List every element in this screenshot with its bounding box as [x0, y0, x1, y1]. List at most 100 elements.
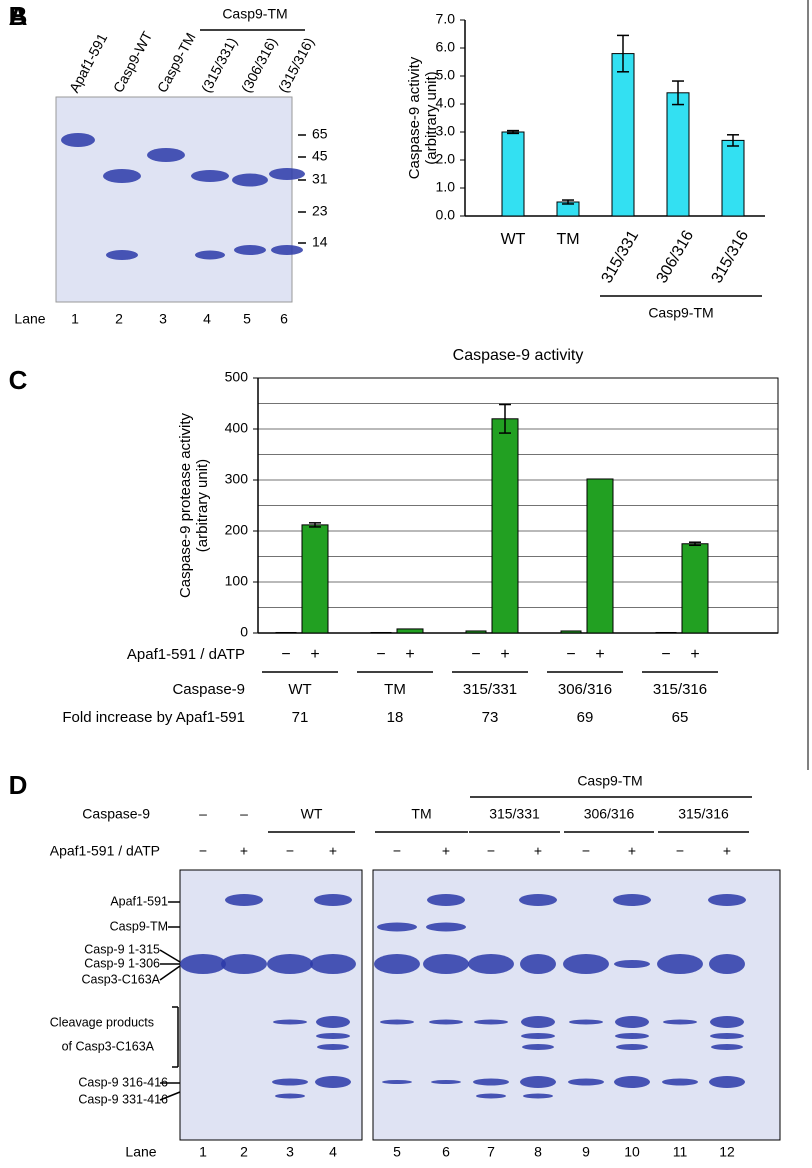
lane-number: 1	[71, 311, 79, 327]
fold-increase: 18	[387, 709, 404, 726]
band-label: Casp-9 1-306	[84, 956, 160, 970]
band-label: Casp9-TM	[110, 919, 168, 933]
legend-label: −	[661, 646, 670, 663]
y-tick-label: 1.0	[436, 179, 456, 195]
apaf: −	[199, 843, 207, 859]
apaf: +	[329, 843, 337, 859]
band	[191, 170, 229, 182]
panel-label: B	[9, 1, 28, 31]
band	[563, 954, 609, 974]
rule	[159, 949, 181, 963]
lane-header: (315/316)	[275, 35, 317, 95]
band	[474, 1019, 508, 1025]
lane-number: 7	[487, 1144, 495, 1160]
bar	[301, 524, 329, 634]
lane-title: Lane	[14, 311, 45, 327]
y-axis-label: (arbitrary unit)	[423, 71, 440, 164]
x-tick-label: 315/316	[708, 228, 752, 287]
y-tick-label: 400	[225, 420, 249, 436]
row-label: Caspase-9	[172, 681, 245, 698]
legend-label: −	[471, 646, 480, 663]
band	[615, 1016, 649, 1028]
band	[431, 1080, 461, 1084]
marker: 23	[312, 203, 328, 219]
band	[657, 954, 703, 974]
legend-label: +	[405, 646, 414, 663]
band	[232, 173, 268, 187]
legend-label: −	[566, 646, 575, 663]
band	[427, 894, 465, 906]
band	[615, 1033, 649, 1039]
band	[380, 1019, 414, 1025]
band	[271, 245, 303, 255]
lane-number: 8	[534, 1144, 542, 1160]
band	[234, 245, 266, 255]
band-label: Cleavage products	[50, 1015, 154, 1029]
band	[708, 894, 746, 906]
legend-label: +	[595, 646, 604, 663]
band	[374, 954, 420, 974]
row-label: Caspase-9	[82, 806, 150, 822]
band	[310, 954, 356, 974]
band	[613, 894, 651, 906]
band	[106, 250, 138, 260]
apaf: +	[628, 843, 636, 859]
band	[710, 1033, 744, 1039]
band	[273, 1019, 307, 1025]
bar	[370, 631, 392, 634]
lane-number: 5	[393, 1144, 401, 1160]
lane-number: 3	[286, 1144, 294, 1160]
caspase9: –	[240, 806, 248, 822]
fold-increase: 69	[577, 709, 594, 726]
band	[377, 922, 417, 932]
marker: 65	[312, 126, 328, 142]
band	[519, 894, 557, 906]
apaf: −	[676, 843, 684, 859]
band	[568, 1078, 604, 1086]
band	[468, 954, 514, 974]
x-tick-label: WT	[288, 681, 311, 698]
band	[520, 954, 556, 974]
caspase9: 315/331	[489, 806, 540, 822]
caspase9: 315/316	[678, 806, 729, 822]
lane-number: 10	[624, 1144, 640, 1160]
marker: 45	[312, 148, 328, 164]
lane-number: 6	[280, 311, 288, 327]
row-label: Apaf1-591 / dATP	[127, 646, 245, 663]
y-axis-label: (arbitrary unit)	[194, 459, 211, 552]
band-label: Apaf1-591	[110, 894, 168, 908]
band	[147, 148, 185, 162]
lane-header: Apaf1-591	[66, 30, 111, 95]
band	[61, 133, 95, 147]
lane-number: 4	[203, 311, 211, 327]
bar	[275, 631, 297, 634]
bar	[666, 92, 690, 217]
apaf: +	[442, 843, 450, 859]
band	[523, 1093, 553, 1099]
gel	[55, 96, 293, 303]
row-label: Fold increase by Apaf1-591	[62, 709, 245, 726]
row-label: Apaf1-591 / dATP	[50, 843, 160, 859]
band	[316, 1033, 350, 1039]
caspase9: WT	[301, 806, 323, 822]
caspase9: –	[199, 806, 207, 822]
bar	[611, 53, 635, 217]
band	[710, 1016, 744, 1028]
band	[426, 922, 466, 932]
panel-label: C	[9, 365, 28, 395]
band	[180, 954, 226, 974]
lane-title: Lane	[125, 1144, 156, 1160]
rule	[159, 965, 181, 981]
y-tick-label: 200	[225, 522, 249, 538]
caspase9: 306/316	[584, 806, 635, 822]
bar	[396, 628, 424, 634]
band-label: Casp-9 1-315	[84, 942, 160, 956]
band	[429, 1019, 463, 1025]
x-tick-label: TM	[384, 681, 406, 698]
bar	[655, 631, 677, 634]
x-tick-label: 306/316	[653, 228, 697, 287]
band	[663, 1019, 697, 1025]
band-label: Casp3-C163A	[81, 972, 160, 986]
band	[275, 1093, 305, 1099]
lane-header: Casp9-WT	[110, 28, 156, 95]
